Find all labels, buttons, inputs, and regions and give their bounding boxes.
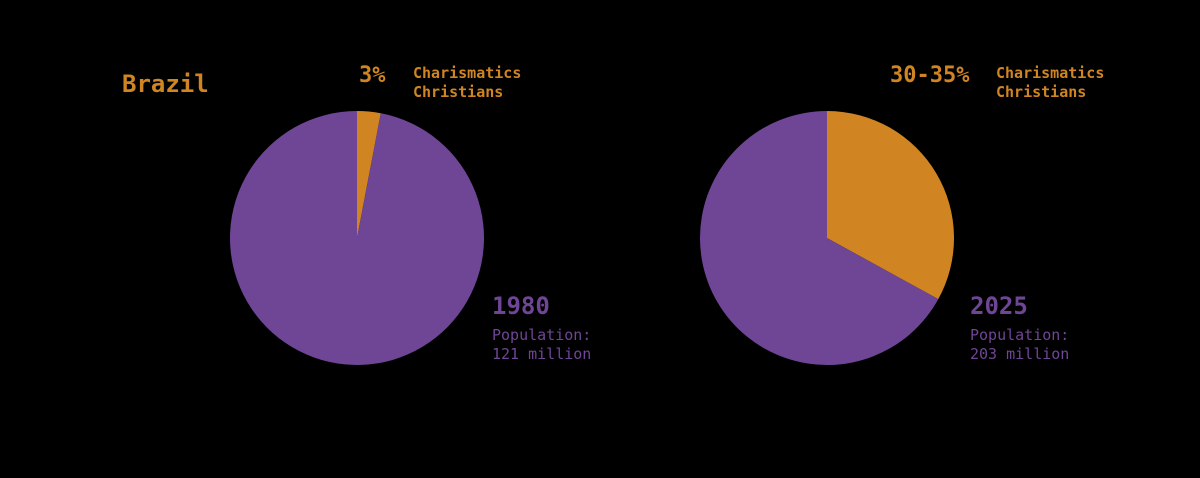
pie-2025-legend-line2: Christians bbox=[996, 83, 1087, 101]
pie-2025-population-label: Population: bbox=[970, 326, 1070, 344]
pie-1980-population-value: 121 million bbox=[492, 345, 592, 363]
pie-2025-legend-line1: Charismatics bbox=[996, 64, 1105, 82]
pie-1980-population-label: Population: bbox=[492, 326, 592, 344]
country-title: Brazil bbox=[122, 70, 209, 98]
pie-2025-population: Population: 203 million bbox=[970, 326, 1069, 364]
pie-1980-percent-label: 3% bbox=[359, 63, 386, 88]
pie-1980-charismatic-slice bbox=[357, 111, 381, 238]
pie-1980-other-slice bbox=[229, 111, 484, 365]
pie-2025-population-value: 203 million bbox=[970, 345, 1070, 363]
pie-2025-charismatic-slice bbox=[827, 111, 954, 300]
pie-2025-percent-label: 30-35% bbox=[890, 63, 970, 88]
pie-1980-population: Population: 121 million bbox=[492, 326, 591, 364]
pie-chart-2025 bbox=[700, 111, 954, 366]
pie-1980-legend-line2: Christians bbox=[413, 83, 504, 101]
pie-1980-year: 1980 bbox=[492, 292, 550, 320]
pie-1980-legend: Charismatics Christians bbox=[413, 64, 521, 102]
pie-1980-legend-line1: Charismatics bbox=[413, 64, 522, 82]
pie-2025-other-slice bbox=[700, 111, 939, 366]
pie-2025-year: 2025 bbox=[970, 292, 1028, 320]
pie-chart-1980 bbox=[229, 111, 484, 365]
pie-2025-legend: Charismatics Christians bbox=[996, 64, 1104, 102]
